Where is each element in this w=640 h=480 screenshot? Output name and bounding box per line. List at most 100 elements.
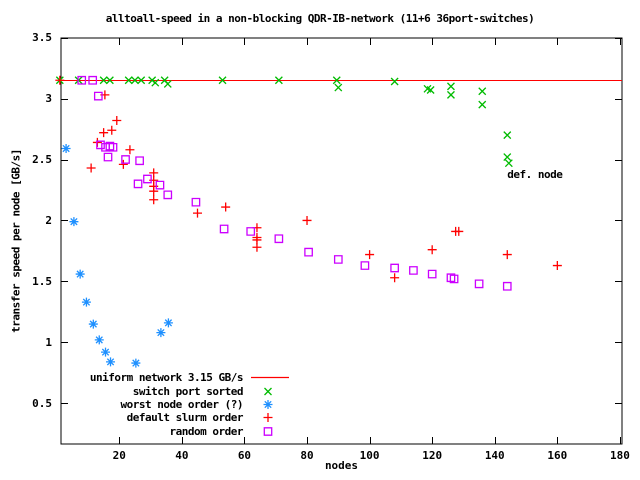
data-point [156, 328, 166, 338]
data-point [478, 100, 487, 109]
data-point [390, 273, 400, 283]
data-point [81, 297, 91, 307]
legend-entry-label: worst node order (?) [120, 397, 244, 411]
legend-entry-label: switch port sorted [132, 384, 244, 398]
legend-entry: random order [61, 425, 293, 438]
chart-title: alltoall-speed in a non-blocking QDR-IB-… [105, 12, 535, 25]
y-tick-label: 1 [45, 335, 52, 349]
data-point [61, 144, 71, 154]
data-point [246, 227, 256, 236]
legend-marker-asterisk [243, 398, 293, 411]
data-point [427, 269, 437, 279]
data-point [163, 79, 172, 88]
legend-entry: worst node order (?) [61, 398, 293, 411]
data-point [332, 76, 341, 85]
x-tick-label: 60 [237, 449, 252, 462]
legend-entry: default slurm order [61, 411, 293, 424]
data-point [333, 255, 343, 264]
data-point [193, 208, 203, 218]
data-point [137, 76, 146, 85]
data-point [118, 159, 128, 169]
data-point [503, 153, 512, 162]
data-point [446, 90, 455, 99]
data-point [149, 186, 159, 196]
y-tick-label: 3 [45, 92, 52, 106]
data-point [390, 263, 399, 273]
legend-entry-label: default slurm order [126, 411, 244, 425]
data-point [446, 273, 456, 283]
data-point [112, 115, 122, 125]
y-tick-label: 1.5 [32, 274, 52, 288]
legend-entry-label: uniform network 3.15 GB/s [89, 371, 244, 385]
data-point [454, 226, 464, 236]
data-point [155, 180, 165, 190]
annotation-def-node: def. node [507, 168, 563, 182]
x-tick-label: 180 [609, 449, 630, 462]
data-point [504, 159, 513, 168]
legend-marker-cross [243, 385, 293, 398]
data-point [130, 76, 139, 85]
y-tick-label: 3.5 [32, 31, 52, 45]
data-point [446, 82, 455, 91]
legend-entry-label: random order [169, 424, 244, 438]
data-point [99, 76, 108, 85]
data-point [409, 266, 418, 275]
data-point [502, 281, 512, 291]
data-point [219, 224, 229, 234]
data-point [143, 174, 152, 184]
data-point [218, 76, 227, 85]
x-tick-label: 140 [484, 449, 505, 462]
data-point [252, 242, 262, 252]
x-tick-label: 20 [112, 449, 126, 462]
data-point [121, 155, 130, 164]
data-point [108, 142, 118, 152]
x-tick-label: 100 [359, 449, 380, 462]
data-point [55, 75, 65, 85]
data-point [88, 319, 98, 329]
legend-marker-square [243, 425, 293, 438]
series-plus [55, 75, 562, 283]
data-point [86, 163, 96, 173]
y-tick-label: 0.5 [32, 396, 52, 410]
data-point [474, 279, 484, 289]
data-point [426, 86, 435, 94]
data-point [107, 125, 117, 135]
data-point [274, 234, 284, 244]
data-point [449, 274, 459, 284]
data-point [135, 156, 144, 166]
data-point [274, 76, 283, 85]
data-point [94, 335, 104, 345]
data-point [502, 250, 512, 260]
data-point [105, 141, 115, 151]
data-point [103, 152, 113, 162]
data-point [124, 76, 133, 85]
data-point [191, 197, 201, 207]
plot-border [60, 37, 623, 445]
series-square [77, 75, 512, 291]
data-point [96, 140, 105, 150]
x-tick-label: 40 [175, 449, 189, 462]
data-point [151, 78, 160, 87]
data-point [125, 145, 135, 155]
data-point [163, 190, 173, 200]
data-point [302, 215, 312, 225]
legend-entry: switch port sorted [61, 384, 293, 398]
data-point [427, 245, 437, 255]
data-point [552, 261, 562, 271]
data-point [75, 269, 85, 279]
legend-marker-line [243, 371, 293, 384]
data-point [360, 261, 370, 270]
y-tick-label: 2.5 [32, 153, 52, 166]
data-point [304, 247, 313, 257]
legend-marker-plus [243, 411, 293, 424]
data-point [503, 131, 512, 140]
legend-entry: uniform network 3.15 GB/s [61, 371, 293, 384]
data-point [133, 179, 143, 189]
data-point [88, 75, 98, 85]
series-asterisk [61, 144, 173, 368]
data-point [101, 347, 111, 357]
data-point [99, 128, 109, 138]
data-point [163, 318, 173, 328]
x-tick-label: 160 [547, 449, 568, 462]
